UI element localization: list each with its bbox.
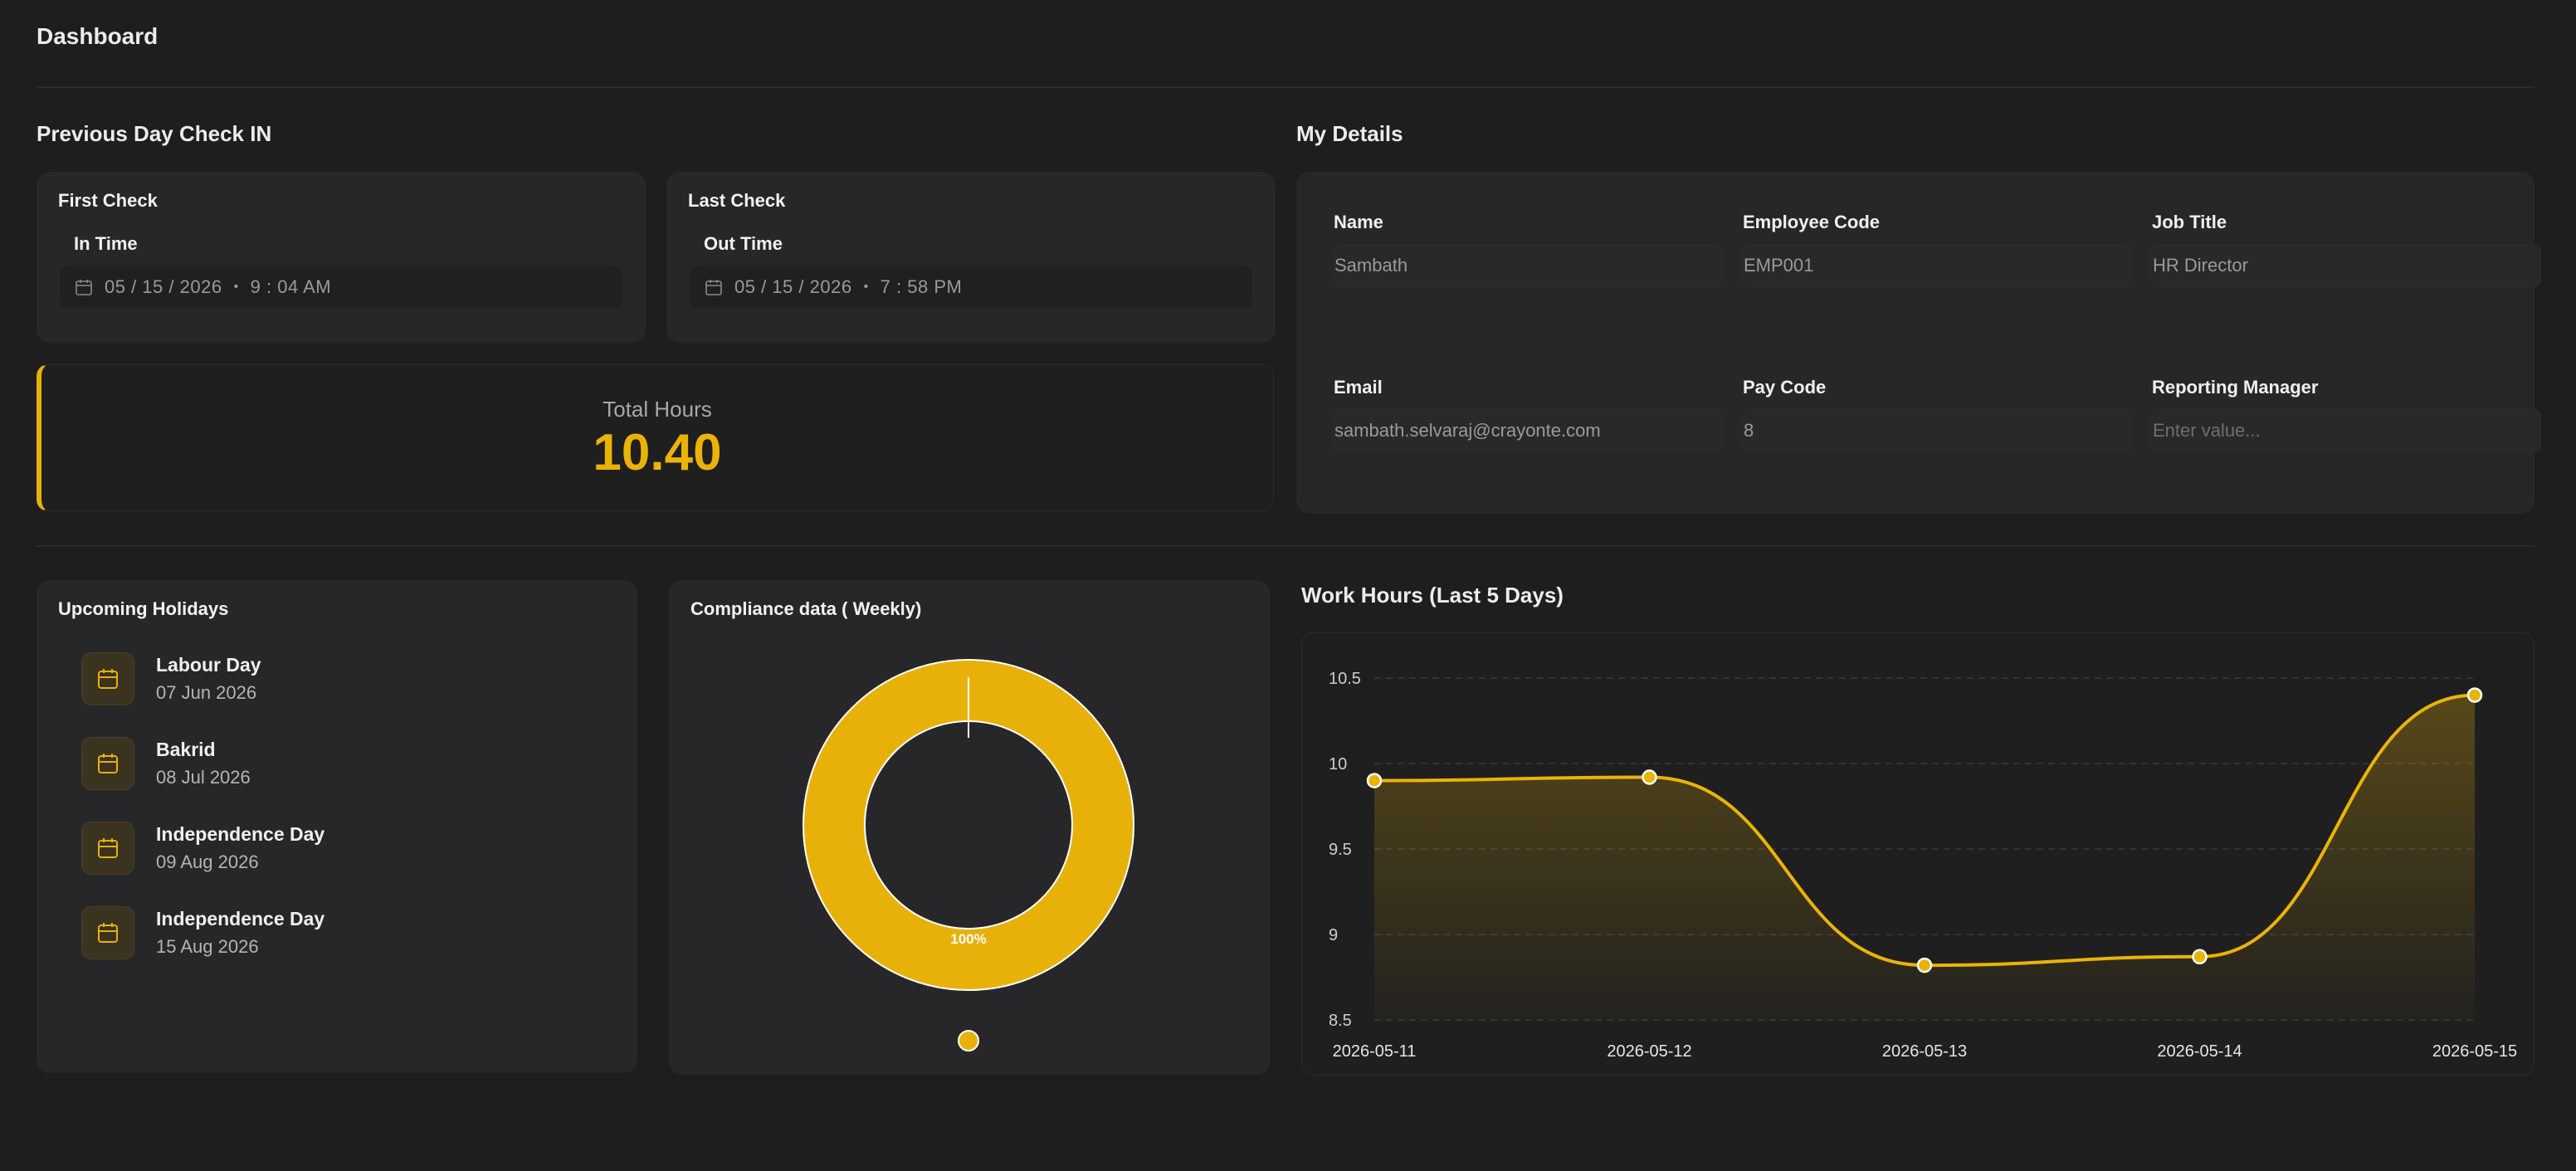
total-hours-value: 10.40 [593, 424, 722, 481]
x-tick-label: 2026-05-12 [1607, 1042, 1691, 1061]
x-tick-label: 2026-05-14 [2157, 1042, 2242, 1061]
total-hours-card: Total Hours 10.40 [37, 364, 1274, 511]
holiday-calendar-icon [81, 652, 134, 705]
reporting-manager-field[interactable]: Enter value... [2151, 409, 2541, 452]
holidays-card: Upcoming Holidays [37, 580, 637, 1073]
data-point[interactable] [2466, 687, 2483, 703]
data-point[interactable] [2192, 949, 2208, 965]
job-title-label: Job Title [2152, 212, 2227, 232]
calendar-icon[interactable] [75, 278, 93, 296]
holiday-calendar-icon [81, 822, 134, 875]
email-label: Email [1334, 377, 1383, 398]
in-time-time: 9 : 04 AM [250, 276, 332, 297]
in-time-date: 05 / 15 / 2026 [105, 276, 222, 297]
holiday-name: Independence Day [156, 908, 325, 929]
work-hours-chart-card: 10.5 10 9.5 9 8.5 2026-05-11 2026-05-12 2026-05… [1301, 632, 2535, 1076]
donut-percent-label: 100% [950, 931, 986, 947]
holiday-date: 07 Jun 2026 [156, 682, 257, 703]
x-tick-label: 2026-05-11 [1333, 1042, 1417, 1061]
employee-code-field[interactable]: EMP001 [1742, 244, 2132, 287]
last-check-card: Last Check Out Time 05 / 15 / 2026 • 7 :… [666, 172, 1276, 343]
separator-dot: • [863, 280, 869, 294]
work-hours-chart: 10.5 10 9.5 9 8.5 2026-05-11 2026-05-12 2026-05… [1329, 670, 2517, 1061]
out-time-label: Out Time [704, 233, 783, 254]
out-time-time: 7 : 58 PM [880, 276, 963, 297]
data-point[interactable] [1366, 773, 1383, 788]
page-title: Dashboard [37, 23, 159, 49]
first-check-card: First Check In Time 05 / 15 / 2026 • 9 :… [37, 172, 646, 343]
holiday-date: 08 Jul 2026 [156, 767, 251, 788]
holiday-item: Independence Day 15 Aug 2026 [81, 906, 579, 964]
y-tick-label: 9.5 [1329, 841, 1352, 859]
previous-day-title: Previous Day Check IN [37, 121, 272, 146]
holiday-item: Independence Day 09 Aug 2026 [81, 822, 579, 880]
holiday-name: Bakrid [156, 739, 216, 760]
out-time-field[interactable]: 05 / 15 / 2026 • 7 : 58 PM [690, 266, 1252, 309]
in-time-field[interactable]: 05 / 15 / 2026 • 9 : 04 AM [60, 266, 622, 309]
separator-dot: • [233, 280, 239, 294]
holiday-date: 09 Aug 2026 [156, 851, 259, 872]
section-divider [37, 545, 2535, 547]
email-field[interactable]: sambath.selvaraj@crayonte.com [1333, 409, 1723, 452]
work-hours-title: Work Hours (Last 5 Days) [1301, 583, 1564, 607]
y-tick-label: 10 [1329, 755, 1347, 773]
last-check-title: Last Check [688, 190, 786, 211]
x-tick-label: 2026-05-13 [1882, 1042, 1967, 1061]
in-time-label: In Time [74, 233, 138, 254]
employee-code-label: Employee Code [1743, 212, 1881, 232]
data-point[interactable] [1916, 957, 1933, 973]
compliance-title: Compliance data ( Weekly) [690, 598, 922, 619]
job-title-field[interactable]: HR Director [2151, 244, 2541, 287]
data-point[interactable] [1642, 769, 1657, 785]
out-time-date: 05 / 15 / 2026 [734, 276, 852, 297]
total-hours-label: Total Hours [603, 397, 712, 422]
holidays-title: Upcoming Holidays [58, 598, 229, 619]
my-details-title: My Details [1296, 121, 1403, 146]
holiday-name: Labour Day [156, 654, 261, 676]
area-fill [1374, 695, 2475, 1020]
y-tick-label: 10.5 [1329, 670, 1361, 688]
legend-marker[interactable] [958, 1030, 979, 1051]
name-label: Name [1334, 212, 1383, 232]
my-details-card: Name Sambath Employee Code EMP001 Job Ti… [1296, 172, 2541, 514]
compliance-card: Compliance data ( Weekly) 100% [669, 580, 1270, 1075]
header-divider [37, 86, 2535, 88]
holiday-item: Labour Day 07 Jun 2026 [81, 652, 579, 710]
pay-code-field[interactable]: 8 [1742, 409, 2132, 452]
holiday-item: Bakrid 08 Jul 2026 [81, 737, 579, 795]
first-check-title: First Check [58, 190, 158, 211]
compliance-donut-chart: 100% [803, 659, 1134, 1051]
holiday-calendar-icon [81, 737, 134, 790]
holiday-name: Independence Day [156, 823, 325, 845]
x-tick-label: 2026-05-15 [2432, 1042, 2517, 1061]
y-tick-label: 9 [1329, 926, 1338, 944]
pay-code-label: Pay Code [1743, 377, 1827, 398]
y-tick-label: 8.5 [1329, 1012, 1352, 1030]
holiday-date: 15 Aug 2026 [156, 936, 259, 957]
holiday-calendar-icon [81, 906, 134, 959]
calendar-icon[interactable] [705, 278, 723, 296]
reporting-manager-label: Reporting Manager [2152, 377, 2319, 398]
name-field[interactable]: Sambath [1333, 244, 1723, 287]
